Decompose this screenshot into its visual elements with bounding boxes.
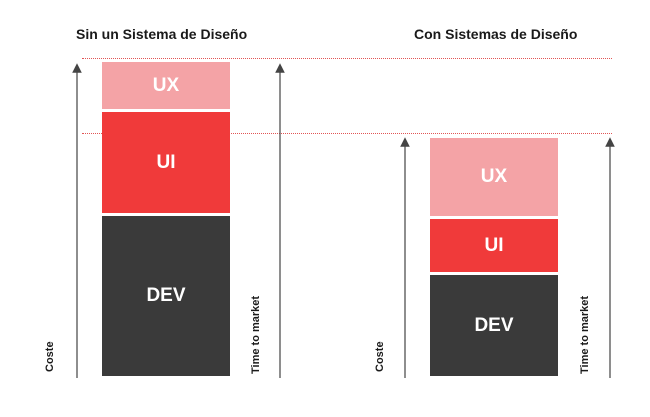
middle-guide-line [82, 133, 612, 134]
left-dev-block: DEV [102, 216, 230, 376]
right-panel-title: Con Sistemas de Diseño [414, 26, 578, 42]
left-ui-block: UI [102, 112, 230, 213]
top-guide-line [82, 58, 612, 59]
left-panel-title: Sin un Sistema de Diseño [76, 26, 248, 42]
right-ui-block: UI [430, 219, 558, 272]
right-time-label: Time to market [579, 295, 591, 374]
left-ux-block: UX [102, 62, 230, 109]
right-ux-block: UX [430, 138, 558, 216]
right-cost-label: Coste [374, 341, 386, 372]
left-time-label: Time to market [250, 295, 262, 374]
left-cost-label: Coste [44, 341, 56, 372]
right-dev-block: DEV [430, 275, 558, 376]
